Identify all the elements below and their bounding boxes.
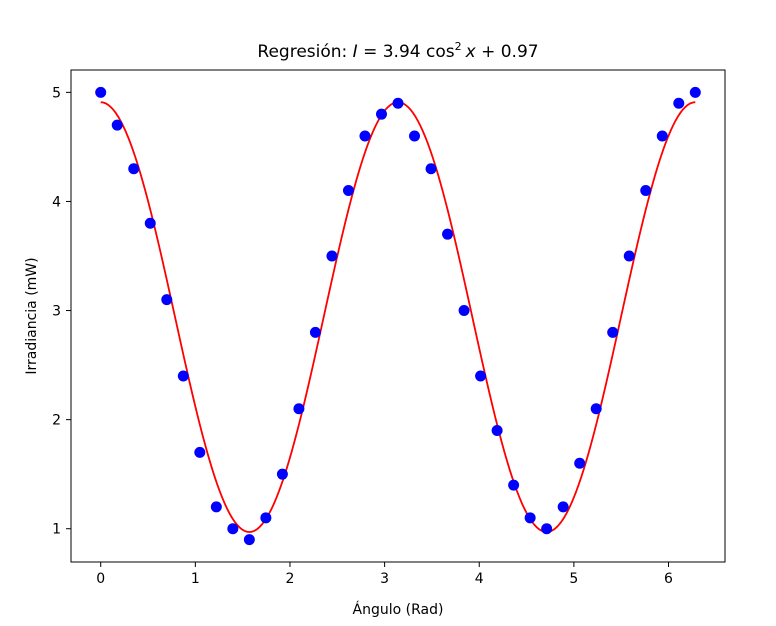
data-point	[161, 294, 173, 306]
data-point	[194, 446, 206, 458]
data-point	[177, 370, 189, 382]
data-point	[656, 130, 668, 142]
data-point	[293, 403, 305, 415]
x-axis-ticks: 0 1 2 3 4 5 6	[96, 562, 673, 587]
y-tick-label: 1	[52, 522, 61, 538]
data-point	[409, 130, 421, 142]
data-point	[95, 86, 107, 98]
chart-title: Regresión: I = 3.94 cos2 x + 0.97	[257, 40, 538, 62]
x-tick-label: 2	[286, 571, 295, 587]
title-var-x: x	[465, 42, 477, 62]
data-point	[574, 457, 586, 469]
data-point	[640, 185, 652, 197]
data-point	[557, 501, 569, 513]
data-points	[95, 86, 701, 546]
data-point	[442, 228, 454, 240]
data-point	[475, 370, 487, 382]
title-suffix: + 0.97	[476, 42, 539, 62]
data-point	[425, 163, 437, 175]
data-point	[491, 425, 503, 437]
x-axis-label: Ángulo (Rad)	[353, 601, 444, 618]
data-point	[590, 403, 602, 415]
data-point	[111, 119, 123, 131]
x-tick-label: 0	[96, 571, 105, 587]
fit-curve-group	[100, 101, 696, 533]
data-point	[260, 512, 272, 524]
y-axis-ticks: 1 2 3 4 5	[52, 85, 71, 538]
y-tick-label: 5	[52, 85, 61, 101]
title-var-i: I	[353, 42, 358, 62]
y-tick-label: 4	[52, 194, 61, 210]
fit-curve	[100, 101, 696, 533]
x-tick-label: 6	[664, 571, 673, 587]
data-point	[689, 86, 701, 98]
x-tick-label: 5	[569, 571, 578, 587]
y-axis-label: Irradiancia (mW)	[24, 257, 40, 374]
data-point	[128, 163, 140, 175]
data-point	[607, 326, 619, 338]
data-point	[144, 217, 156, 229]
title-exponent: 2	[455, 40, 462, 53]
data-point	[392, 97, 404, 109]
data-point	[243, 534, 255, 546]
y-tick-label: 3	[52, 304, 61, 320]
y-tick-label: 2	[52, 413, 61, 429]
title-eq: = 3.94 cos	[358, 42, 455, 62]
x-tick-label: 1	[191, 571, 200, 587]
data-point	[673, 97, 685, 109]
title-prefix: Regresión:	[257, 42, 352, 62]
data-point	[359, 130, 371, 142]
plot-area: 0 1 2 3 4 5 6 1 2 3 4 5	[52, 69, 726, 587]
x-tick-label: 3	[380, 571, 389, 587]
data-point	[458, 305, 470, 317]
x-tick-label: 4	[475, 571, 484, 587]
data-point	[276, 468, 288, 480]
plot-frame	[70, 69, 726, 563]
data-point	[375, 108, 387, 120]
data-point	[541, 523, 553, 535]
data-point	[309, 326, 321, 338]
data-point	[342, 185, 354, 197]
data-point	[623, 250, 635, 262]
data-point	[508, 479, 520, 491]
data-point	[524, 512, 536, 524]
data-point	[210, 501, 222, 513]
data-point	[326, 250, 338, 262]
data-point	[227, 523, 239, 535]
